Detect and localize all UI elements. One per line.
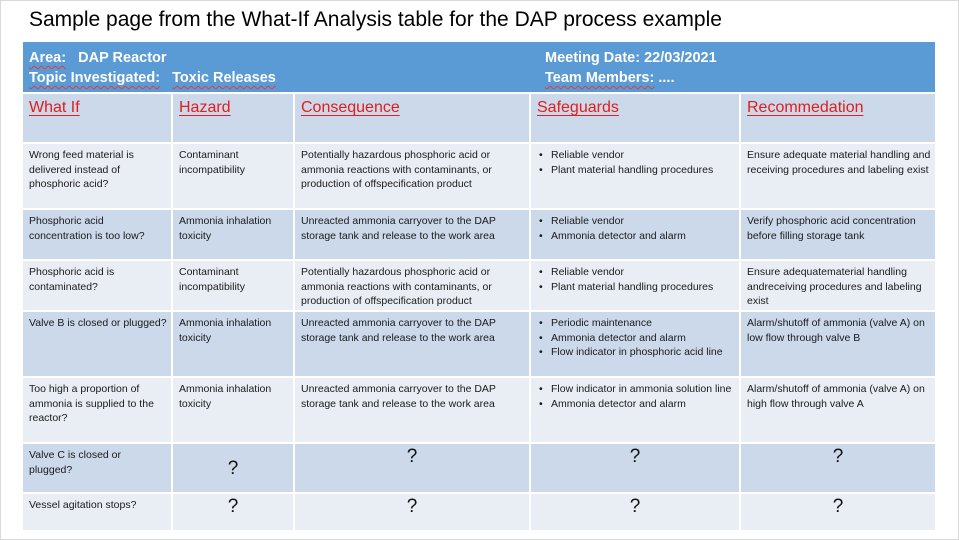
hazard-cell: Ammonia inhalation toxicity <box>179 215 272 242</box>
table-row: Valve C is closed or plugged? ? ? ? ? <box>21 442 938 494</box>
hazard-cell: ? <box>227 458 239 479</box>
slide-title: Sample page from the What-If Analysis ta… <box>29 8 722 31</box>
hazard-cell: Ammonia inhalation toxicity <box>179 383 272 410</box>
team-value: .... <box>658 70 675 86</box>
hazard-cell: Contaminant incompatibility <box>179 266 245 293</box>
table-row: Phosphoric acid is contaminated? Contami… <box>21 259 938 312</box>
topic-value: Toxic Releases <box>172 70 276 86</box>
col-what-if: What If <box>21 92 173 144</box>
area-value: DAP Reactor <box>78 50 167 66</box>
hazard-cell: Ammonia inhalation toxicity <box>179 317 272 344</box>
safeguard-item: Plant material handling procedures <box>537 163 735 178</box>
team-label: Team Members: <box>545 70 655 86</box>
col-recommendation: Recommedation <box>738 92 938 144</box>
recommendation-cell: Ensure adequate material handling and re… <box>747 149 931 176</box>
safeguard-item: Reliable vendor <box>537 148 735 163</box>
topic-line: Topic Investigated: Toxic Releases <box>29 70 276 86</box>
safeguard-item: Reliable vendor <box>537 265 735 280</box>
what-if-cell: Wrong feed material is delivered instead… <box>29 149 134 190</box>
recommendation-cell: Ensure adequatematerial handling andrece… <box>747 266 922 307</box>
table-header-row: Area: DAP Reactor Topic Investigated: To… <box>20 40 938 94</box>
what-if-table: Area: DAP Reactor Topic Investigated: To… <box>20 40 938 532</box>
table-row: Vessel agitation stops? ? ? ? ? <box>21 492 938 532</box>
safeguard-item: Reliable vendor <box>537 214 735 229</box>
recommendation-cell: Alarm/shutoff of ammonia (valve A) on hi… <box>747 383 925 410</box>
column-header-row: What If Hazard Consequence Safeguards Re… <box>21 92 938 144</box>
what-if-cell: Phosphoric acid is contaminated? <box>29 266 115 293</box>
consequence-cell: Unreacted ammonia carryover to the DAP s… <box>301 383 496 410</box>
recommendation-cell: ? <box>832 446 844 467</box>
recommendation-cell: Verify phosphoric acid concentration bef… <box>747 215 916 242</box>
safeguards-cell: Flow indicator in ammonia solution line … <box>531 378 739 411</box>
safeguards-cell: Reliable vendor Plant material handling … <box>531 144 739 177</box>
safeguards-cell: Periodic maintenance Ammonia detector an… <box>531 312 739 360</box>
consequence-cell: Potentially hazardous phosphoric acid or… <box>301 266 492 307</box>
safeguards-cell: Reliable vendor Plant material handling … <box>531 261 739 294</box>
area-label: Area: <box>29 50 67 66</box>
table-row: Wrong feed material is delivered instead… <box>21 142 938 210</box>
what-if-cell: Phosphoric acid concentration is too low… <box>29 215 145 242</box>
safeguard-item: Ammonia detector and alarm <box>537 397 735 412</box>
recommendation-cell: ? <box>832 496 844 517</box>
safeguard-item: Ammonia detector and alarm <box>537 229 735 244</box>
topic-label: Topic Investigated: <box>29 70 161 86</box>
what-if-cell: Vessel agitation stops? <box>29 499 137 511</box>
consequence-cell: Unreacted ammonia carryover to the DAP s… <box>301 215 496 242</box>
what-if-cell: Too high a proportion of ammonia is supp… <box>29 383 154 424</box>
consequence-cell: Potentially hazardous phosphoric acid or… <box>301 149 492 190</box>
what-if-cell: Valve B is closed or plugged? <box>29 317 167 329</box>
table-row: Phosphoric acid concentration is too low… <box>21 208 938 261</box>
meeting-line: Meeting Date: 22/03/2021 <box>545 50 717 66</box>
team-line: Team Members: .... <box>545 70 674 86</box>
safeguards-cell: Reliable vendor Ammonia detector and ala… <box>531 210 739 243</box>
meeting-label: Meeting Date: <box>545 50 641 66</box>
hazard-cell: ? <box>227 496 239 517</box>
safeguard-item: Ammonia detector and alarm <box>537 331 735 346</box>
table-row: Valve B is closed or plugged? Ammonia in… <box>21 310 938 378</box>
safeguard-item: Periodic maintenance <box>537 316 735 331</box>
safeguard-item: Flow indicator in phosphoric acid line <box>537 345 735 360</box>
consequence-cell: ? <box>406 496 418 517</box>
meeting-value: 22/03/2021 <box>644 50 717 66</box>
table-row: Too high a proportion of ammonia is supp… <box>21 376 938 444</box>
consequence-cell: ? <box>406 446 418 467</box>
col-hazard: Hazard <box>171 92 295 144</box>
hazard-cell: Contaminant incompatibility <box>179 149 245 176</box>
col-safeguards: Safeguards <box>529 92 741 144</box>
safeguards-cell: ? <box>629 496 641 517</box>
what-if-cell: Valve C is closed or plugged? <box>29 449 122 476</box>
safeguard-item: Flow indicator in ammonia solution line <box>537 382 735 397</box>
col-consequence: Consequence <box>293 92 531 144</box>
safeguard-item: Plant material handling procedures <box>537 280 735 295</box>
safeguards-cell: ? <box>629 446 641 467</box>
consequence-cell: Unreacted ammonia carryover to the DAP s… <box>301 317 496 344</box>
area-line: Area: DAP Reactor <box>29 50 167 66</box>
table-header: Area: DAP Reactor Topic Investigated: To… <box>20 40 938 94</box>
recommendation-cell: Alarm/shutoff of ammonia (valve A) on lo… <box>747 317 925 344</box>
